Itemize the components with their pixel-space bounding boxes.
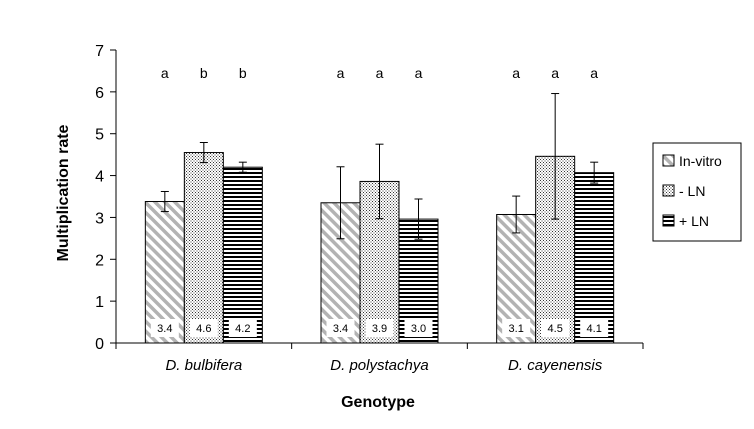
significance-letter: a [376, 65, 384, 81]
data-label-box [365, 319, 394, 337]
data-label-box [404, 319, 433, 337]
data-label-box [189, 319, 218, 337]
data-label-box [228, 319, 257, 337]
legend-label: + LN [679, 213, 709, 229]
data-label-box [150, 319, 179, 337]
significance-letter: a [551, 65, 559, 81]
x-category-label: D. cayenensis [508, 357, 603, 374]
y-tick-label: 6 [95, 85, 104, 102]
data-label: 3.9 [372, 323, 387, 335]
significance-letter: a [337, 65, 345, 81]
significance-letter: b [200, 65, 208, 81]
data-label: 3.4 [333, 323, 348, 335]
data-label-box [502, 319, 531, 337]
y-axis-title: Multiplication rate [55, 124, 72, 261]
y-tick-label: 7 [95, 43, 104, 60]
legend-label: In-vitro [679, 153, 722, 169]
y-tick-label: 2 [95, 252, 104, 269]
data-label: 4.5 [548, 323, 563, 335]
bar [574, 172, 615, 344]
legend: In-vitro - LN + LN [652, 142, 742, 242]
y-tick-label: 5 [95, 127, 104, 144]
data-label: 3.4 [157, 323, 172, 335]
data-label-box [541, 319, 570, 337]
significance-letter: a [161, 65, 169, 81]
x-category-label: D. bulbifera [165, 357, 242, 374]
x-axis-title: Genotype [341, 394, 415, 411]
data-label-box [326, 319, 355, 337]
y-tick-label: 0 [95, 336, 104, 353]
legend-label: - LN [679, 183, 705, 199]
y-tick-label: 1 [95, 294, 104, 311]
bar [183, 152, 224, 344]
y-tick-label: 3 [95, 210, 104, 227]
data-label: 3.1 [509, 323, 524, 335]
data-label: 3.0 [411, 323, 426, 335]
data-label-box [580, 319, 609, 337]
legend-swatch [662, 214, 675, 227]
y-tick-label: 4 [95, 169, 104, 186]
legend-swatch [662, 154, 675, 167]
significance-letter: a [512, 65, 520, 81]
x-category-label: D. polystachya [330, 357, 428, 374]
significance-letter: b [239, 65, 247, 81]
data-label: 4.2 [235, 323, 250, 335]
data-label: 4.1 [587, 323, 602, 335]
bar [222, 166, 263, 344]
data-label: 4.6 [196, 323, 211, 335]
significance-letter: a [590, 65, 598, 81]
significance-letter: a [415, 65, 423, 81]
plot-area: 0 1 2 3 4 5 6 7 D. bulbifera 3.4 a 4.6 b 4.2 b D. polys… [95, 43, 644, 374]
legend-swatch [662, 184, 675, 197]
